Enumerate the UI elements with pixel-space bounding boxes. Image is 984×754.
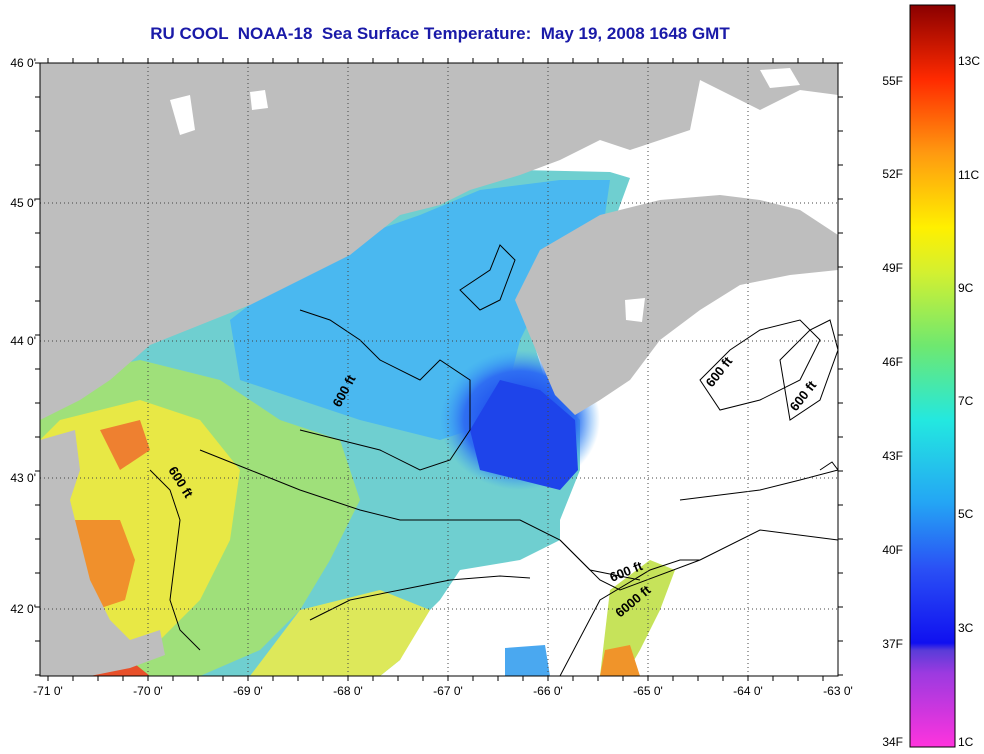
land-maine-coast — [40, 63, 838, 420]
contour-600ft-ns — [699, 319, 821, 411]
contour-6000ft — [559, 559, 700, 676]
colorbar-f-label: 52F — [882, 167, 903, 181]
longitude-tick-label: -69 0' — [233, 684, 263, 698]
latitude-tick-label: 44 0' — [10, 334, 36, 348]
contour-shelf-east — [679, 469, 838, 501]
contour-600ft-basin — [299, 309, 471, 471]
longitude-tick-label: -66 0' — [533, 684, 563, 698]
colorbar-f-label: 46F — [882, 355, 903, 369]
longitude-tick-label: -63 0' — [823, 684, 853, 698]
sst-cool-zone — [230, 180, 610, 440]
map-title: RU COOL NOAA-18 Sea Surface Temperature:… — [150, 24, 730, 43]
colorbar-f-label: 43F — [882, 449, 903, 463]
longitude-tick-label: -65 0' — [633, 684, 663, 698]
land-lake — [760, 68, 800, 88]
latitude-labels: 46 0' 45 0' 44 0' 43 0' 42 0' — [10, 56, 36, 616]
contour-600ft-west — [149, 469, 201, 651]
land-lake — [625, 298, 645, 322]
graticule — [40, 63, 838, 676]
latitude-tick-label: 45 0' — [10, 196, 36, 210]
longitude-labels: -71 0' -70 0' -69 0' -68 0' -67 0' -66 0' -65 … — [33, 684, 853, 698]
land-lake — [250, 90, 268, 110]
colorbar-c-label: 7C — [958, 394, 974, 408]
contour-600ft-north — [459, 244, 516, 311]
longitude-tick-label: -71 0' — [33, 684, 63, 698]
longitude-tick-label: -70 0' — [133, 684, 163, 698]
contour-shelf — [559, 529, 838, 591]
land-nova-scotia — [515, 195, 838, 415]
contour-south — [309, 575, 531, 621]
colorbar-scale — [909, 4, 956, 748]
colorbar-c-label: 3C — [958, 621, 974, 635]
longitude-tick-label: -68 0' — [333, 684, 363, 698]
contour-600ft-ns-2 — [779, 319, 838, 421]
depth-contours — [149, 244, 838, 676]
colorbar-c-label: 5C — [958, 507, 974, 521]
latitude-tick-label: 42 0' — [10, 602, 36, 616]
colorbar-f-label: 55F — [882, 74, 903, 88]
colorbar-c-label: 13C — [958, 54, 980, 68]
frame-ticks — [35, 58, 843, 681]
land-cape-cod — [40, 430, 165, 676]
latitude-tick-label: 46 0' — [10, 56, 36, 70]
colorbar-f-label: 49F — [882, 261, 903, 275]
latitude-tick-label: 43 0' — [10, 471, 36, 485]
longitude-tick-label: -67 0' — [433, 684, 463, 698]
sst-coldest — [470, 380, 578, 490]
sst-georges-hot — [600, 645, 640, 676]
sst-hot-patch-2 — [100, 420, 150, 470]
sst-south-yellow — [250, 590, 430, 676]
contour-small — [819, 461, 838, 471]
colorbar-f-label: 37F — [882, 637, 903, 651]
colorbar-fahrenheit-labels: 55F 52F 49F 46F 43F 40F 37F 34F — [882, 74, 903, 749]
land-lake — [170, 95, 195, 135]
colorbar-f-label: 40F — [882, 543, 903, 557]
colorbar-c-label: 1C — [958, 735, 974, 749]
colorbar-celsius-labels: 13C 11C 9C 7C 5C 3C 1C — [958, 54, 980, 749]
colorbar-c-label: 9C — [958, 281, 974, 295]
colorbar-f-label: 34F — [882, 735, 903, 749]
longitude-tick-label: -64 0' — [733, 684, 763, 698]
colorbar-c-label: 11C — [958, 168, 979, 182]
sst-blue-patch-south — [505, 645, 550, 676]
